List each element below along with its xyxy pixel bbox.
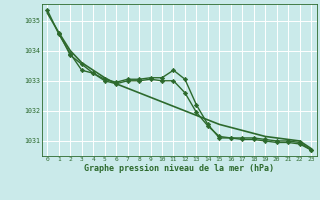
X-axis label: Graphe pression niveau de la mer (hPa): Graphe pression niveau de la mer (hPa) <box>84 164 274 173</box>
